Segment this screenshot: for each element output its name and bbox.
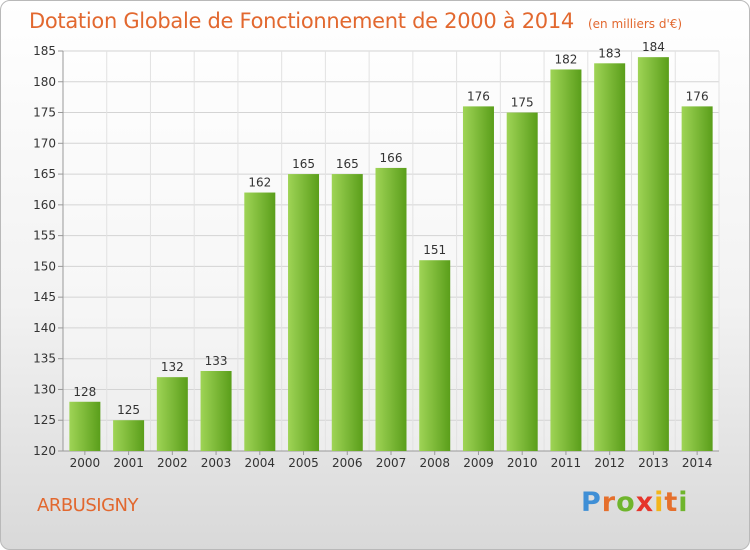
bar [156,377,188,451]
commune-name: ARBUSIGNY [37,495,139,516]
logo-letter: o [616,487,636,518]
data-label: 151 [423,243,446,257]
y-tick-label: 165 [33,167,56,181]
x-tick-label: 2011 [551,456,582,470]
data-labels: 128 125 132 133 162 165 165 166 151 176 175 182 183 1… [73,40,708,417]
logo-letter: P [581,487,602,518]
bar [331,174,363,452]
bar [637,57,669,452]
x-tick-label: 2010 [507,456,538,470]
x-tick-label: 2013 [638,456,669,470]
x-tick-label: 2008 [419,456,450,470]
bar [288,174,320,452]
logo-letter: t [664,487,679,518]
data-label: 166 [380,151,403,165]
bar [244,192,276,452]
data-label: 165 [292,157,315,171]
y-tick-label: 155 [33,229,56,243]
y-tick-label: 180 [33,75,56,89]
bar [375,167,407,451]
proxiti-logo: Proxiti [581,487,689,518]
y-tick-label: 120 [33,444,56,458]
y-tick-label: 150 [33,259,56,273]
bar [419,260,451,451]
x-tick-label: 2002 [157,456,188,470]
chart-title: Dotation Globale de Fonctionnement de 20… [29,9,682,33]
logo-letter: i [678,487,689,518]
y-tick-label: 125 [33,413,56,427]
x-tick-label: 2004 [245,456,276,470]
bar [462,106,494,451]
data-label: 183 [598,46,621,60]
data-label: 165 [336,157,359,171]
x-tick-label: 2001 [113,456,144,470]
y-tick-label: 130 [33,382,56,396]
x-tick-label: 2009 [463,456,494,470]
data-label: 132 [161,360,184,374]
data-label: 184 [642,40,665,54]
logo-letter: r [601,487,617,518]
y-tick-label: 185 [33,44,56,58]
x-tick-label: 2007 [376,456,407,470]
data-label: 176 [686,89,709,103]
y-tick-label: 170 [33,136,56,150]
bar [681,106,713,451]
y-tick-label: 135 [33,352,56,366]
logo-letter: x [635,487,655,518]
bar [200,371,232,451]
y-tick-label: 160 [33,198,56,212]
data-label: 128 [73,385,96,399]
x-tick-label: 2005 [288,456,319,470]
data-label: 175 [511,96,534,110]
data-label: 125 [117,403,140,417]
bar [550,69,582,451]
x-tick-label: 2003 [201,456,232,470]
x-tick-label: 2014 [682,456,713,470]
logo-letter: i [654,487,665,518]
bar [113,420,145,451]
y-tick-label: 140 [33,321,56,335]
data-label: 176 [467,89,490,103]
bars [69,57,713,452]
y-tick-label: 145 [33,290,56,304]
data-label: 133 [205,354,228,368]
data-label: 162 [248,176,271,190]
y-tick-label: 175 [33,106,56,120]
bar [506,112,538,452]
chart-subtitle: (en milliers d'€) [587,17,683,31]
x-tick-label: 2000 [70,456,101,470]
data-label: 182 [554,52,577,66]
title-text: Dotation Globale de Fonctionnement de 20… [29,9,574,33]
x-tick-label: 2006 [332,456,363,470]
x-tick-label: 2012 [594,456,625,470]
bar [69,401,101,451]
bar [594,63,626,452]
